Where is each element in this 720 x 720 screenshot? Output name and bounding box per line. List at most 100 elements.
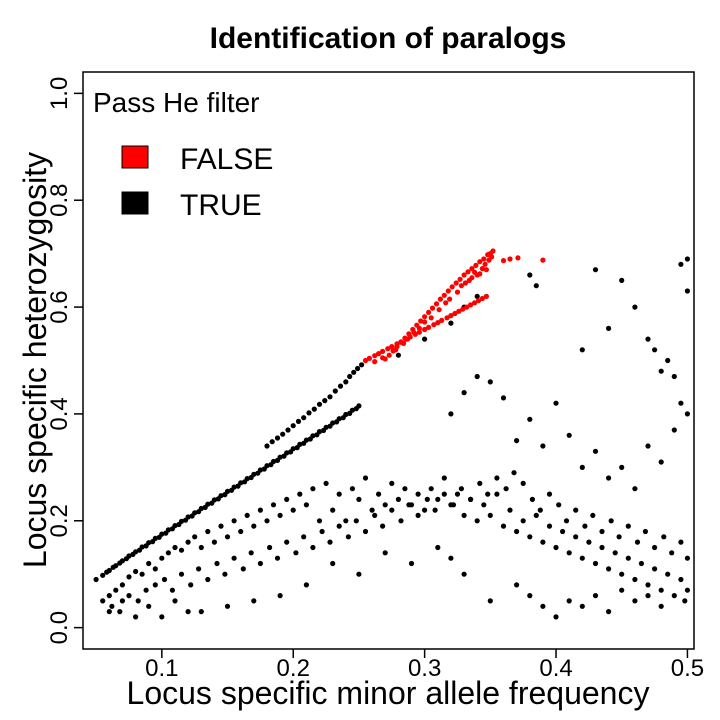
data-point-true [159,614,165,620]
data-point-true [422,336,428,342]
data-point-false [411,330,417,336]
data-point-true [343,379,349,385]
data-point-true [185,539,191,545]
data-point-false [507,256,513,262]
data-point-true [269,439,275,445]
data-point-true [608,518,614,524]
data-point-true [176,521,182,528]
data-point-true [684,555,691,561]
data-point-true [435,544,441,551]
data-point-true [468,496,474,502]
data-point-true [461,390,467,396]
data-point-true [684,411,691,417]
data-point-true [336,523,342,529]
data-point-true [293,550,299,556]
data-point-true [345,534,351,540]
data-point-true [684,587,691,593]
data-point-true [556,502,562,508]
y-tick-label: 0.6 [46,290,73,323]
data-point-true [533,283,539,289]
legend-label-false: FALSE [180,143,273,176]
data-point-true [527,416,533,422]
data-point-true [382,550,388,556]
data-point-true [301,440,307,446]
data-point-true [566,598,572,604]
data-point-true [238,528,244,535]
data-point-true [395,496,401,502]
data-point-false [376,351,382,357]
data-point-true [514,438,520,444]
data-point-true [198,609,204,615]
y-tick-label: 0.2 [46,504,73,537]
legend-label-true: TRUE [180,189,262,222]
data-point-true [146,560,152,567]
data-point-true [586,539,592,545]
x-tick-label: 0.5 [671,655,704,682]
data-point-true [267,544,273,551]
data-point-true [248,474,254,481]
data-point-false [406,331,412,337]
data-point-true [507,507,513,513]
data-point-true [632,598,638,604]
data-point-true [362,528,369,535]
data-point-true [632,486,638,492]
data-point-true [202,504,208,510]
data-point-true [669,550,675,556]
data-point-true [327,423,333,429]
data-point-false [485,252,491,258]
data-point-false [386,352,392,358]
data-point-true [553,544,559,551]
data-point-true [652,544,658,551]
data-point-false [479,295,485,302]
data-point-true [295,418,302,424]
data-point-true [159,555,165,561]
data-point-true [322,398,328,404]
data-point-true [474,293,480,299]
data-point-false [393,347,399,353]
data-point-true [356,496,362,502]
data-point-true [402,486,408,492]
data-point-true [415,491,421,497]
data-point-true [658,587,664,593]
data-point-false [482,261,488,267]
data-point-true [514,582,520,588]
data-point-true [152,566,158,572]
data-point-true [133,568,139,575]
data-point-true [540,539,546,545]
data-point-false [366,355,372,361]
data-point-true [527,593,533,599]
data-point-true [658,603,664,609]
data-point-true [533,512,539,519]
data-point-true [285,427,291,433]
data-point-true [678,539,684,545]
data-point-true [642,528,649,535]
data-point-true [678,576,684,583]
data-point-true [320,427,327,434]
data-point-true [172,544,178,551]
y-tick-label: 1.0 [46,77,73,110]
data-point-true [415,512,421,519]
data-point-true [529,496,536,502]
data-point-false [447,296,453,302]
plot-frame [82,71,695,650]
data-point-true [520,518,526,524]
data-point-true [214,560,220,567]
data-point-true [356,571,362,577]
data-point-true [582,523,588,529]
data-point-true [579,464,585,470]
data-point-true [106,593,112,599]
data-point-true [658,368,664,374]
data-point-false [448,313,454,319]
data-point-true [428,486,434,492]
data-point-true [566,550,572,556]
data-point-true [684,256,691,262]
data-point-true [527,272,533,278]
data-point-true [625,555,631,561]
data-point-true [189,513,195,519]
data-point-true [205,528,211,535]
data-point-false [429,305,436,311]
data-point-true [474,518,480,524]
data-point-true [123,556,129,562]
data-point-true [503,486,509,492]
data-point-true [606,566,612,572]
